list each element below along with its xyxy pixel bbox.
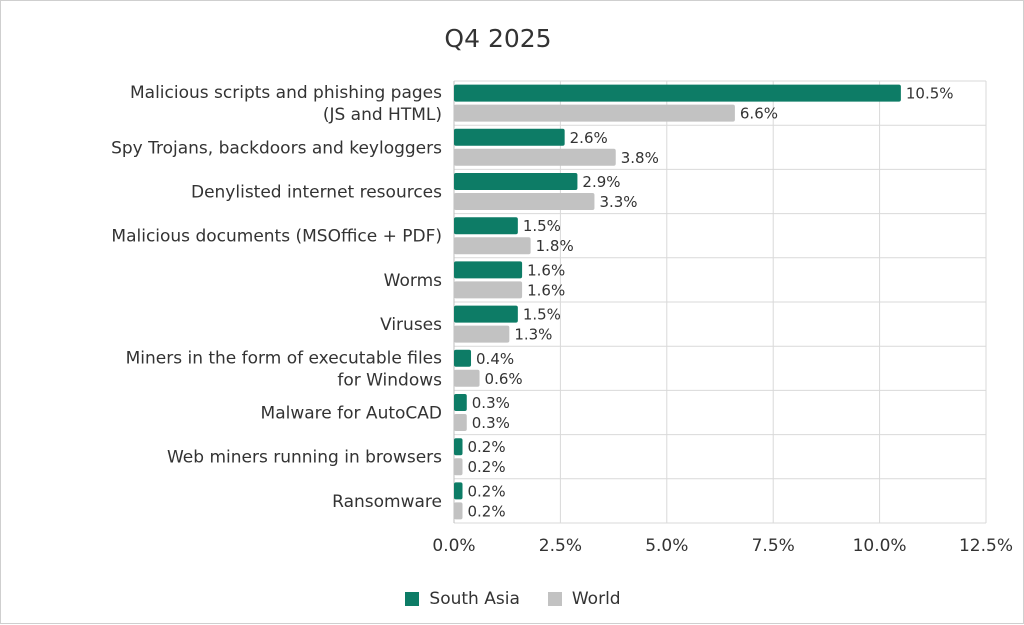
data-label: 1.6%	[527, 281, 565, 299]
bar-south-asia	[454, 173, 578, 190]
x-tick-label: 5.0%	[645, 536, 688, 556]
category-label: (JS and HTML)	[323, 105, 442, 125]
bar-world	[454, 193, 595, 210]
chart-legend: South Asia World	[1, 589, 1024, 609]
category-label: Worms	[384, 271, 442, 291]
data-label: 1.8%	[536, 237, 574, 255]
bar-world	[454, 369, 480, 387]
bar-world	[454, 458, 463, 476]
data-label: 2.6%	[570, 129, 608, 147]
data-label: 0.4%	[476, 350, 514, 368]
bar-south-asia	[454, 217, 518, 235]
bar-world	[454, 325, 510, 343]
category-label: Malware for AutoCAD	[261, 404, 442, 424]
bar-world	[454, 281, 523, 299]
legend-label-world: World	[571, 589, 621, 609]
data-label: 1.5%	[523, 217, 561, 235]
data-label: 0.2%	[468, 482, 506, 500]
bar-world	[454, 104, 735, 122]
data-label: 10.5%	[906, 85, 954, 103]
legend-swatch-south-asia	[405, 592, 420, 606]
x-tick-label: 0.0%	[432, 536, 475, 556]
bar-world	[454, 148, 616, 166]
x-tick-label: 12.5%	[959, 536, 1013, 556]
category-label: Denylisted internet resources	[191, 183, 442, 203]
x-tick-label: 2.5%	[539, 536, 582, 556]
category-label: Miners in the form of executable files	[126, 348, 443, 368]
legend-label-south-asia: South Asia	[429, 589, 520, 609]
category-label: Web miners running in browsers	[167, 448, 442, 468]
bar-south-asia	[454, 261, 523, 279]
bar-south-asia	[454, 305, 518, 323]
legend-item-south-asia: South Asia	[405, 589, 520, 609]
legend-swatch-world	[547, 592, 562, 606]
bar-south-asia	[454, 84, 901, 102]
bar-south-asia	[454, 349, 472, 367]
data-label: 6.6%	[740, 105, 778, 123]
category-label: Malicious documents (MSOffice + PDF)	[111, 227, 442, 247]
data-label: 0.3%	[472, 394, 510, 412]
data-label: 0.2%	[468, 502, 506, 520]
data-label: 1.5%	[523, 306, 561, 324]
bar-world	[454, 237, 531, 255]
x-tick-label: 10.0%	[853, 536, 907, 556]
data-label: 0.2%	[468, 458, 506, 476]
data-label: 3.3%	[599, 193, 637, 211]
data-label: 2.9%	[582, 173, 620, 191]
x-tick-label: 7.5%	[752, 536, 795, 556]
category-label: for Windows	[337, 370, 442, 390]
bar-south-asia	[454, 128, 565, 146]
legend-item-world: World	[547, 589, 621, 609]
data-label: 0.3%	[472, 414, 510, 432]
bar-south-asia	[454, 394, 467, 411]
bar-world	[454, 414, 467, 431]
bar-world	[454, 502, 463, 520]
data-label: 0.2%	[468, 438, 506, 456]
data-label: 0.6%	[485, 370, 523, 388]
category-label: Malicious scripts and phishing pages	[130, 83, 442, 103]
bar-south-asia	[454, 438, 463, 456]
bar-south-asia	[454, 482, 463, 500]
category-label: Spy Trojans, backdoors and keyloggers	[111, 138, 442, 158]
category-label: Ransomware	[332, 492, 442, 512]
chart-title: Q4 2025	[444, 24, 551, 53]
data-label: 3.8%	[621, 149, 659, 167]
category-label: Viruses	[380, 315, 442, 335]
data-label: 1.6%	[527, 261, 565, 279]
data-label: 1.3%	[514, 326, 552, 344]
